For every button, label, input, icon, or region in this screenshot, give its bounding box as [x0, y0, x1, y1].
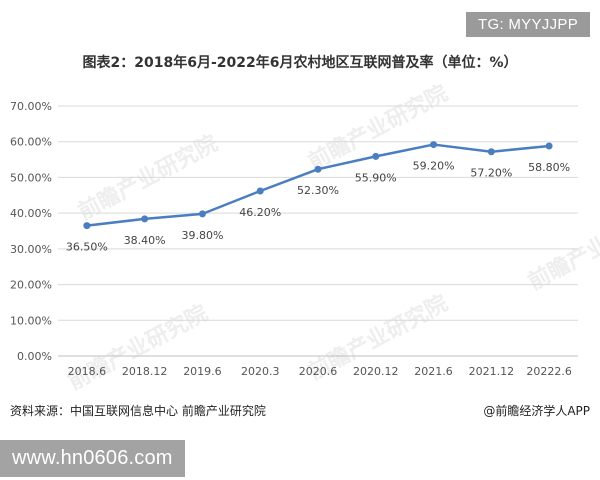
- data-point: [545, 142, 553, 150]
- data-point: [430, 141, 438, 149]
- data-label: 38.40%: [124, 234, 166, 247]
- data-point: [83, 222, 91, 230]
- x-tick-label: 2019.6: [183, 365, 222, 378]
- data-point: [256, 187, 264, 195]
- y-tick-label: 40.00%: [10, 207, 52, 220]
- data-point: [141, 215, 149, 223]
- data-label: 36.50%: [66, 241, 108, 254]
- x-tick-label: 20222.6: [526, 365, 572, 378]
- data-label: 59.20%: [413, 160, 455, 173]
- chart-title: 图表2：2018年6月-2022年6月农村地区互联网普及率（单位：%）: [82, 55, 518, 71]
- x-tick-label: 2018.6: [68, 365, 107, 378]
- y-tick-label: 10.00%: [10, 314, 52, 327]
- line-chart: 0.00% 10.00% 20.00% 30.00% 40.00% 50.00% 60.00…: [10, 100, 578, 378]
- source-note: 资料来源：中国互联网信息中心 前瞻产业研究院: [10, 404, 266, 418]
- data-label: 55.90%: [355, 171, 397, 184]
- y-tick-label: 30.00%: [10, 243, 52, 256]
- y-tick-label: 70.00%: [10, 100, 52, 113]
- data-point: [487, 148, 495, 156]
- x-tick-label: 2020.3: [241, 365, 280, 378]
- brand-credit: @前瞻经济学人APP: [483, 404, 590, 418]
- channel-tag: TG: MYYJJPP: [466, 12, 590, 37]
- website-banner: www.hn0606.com: [0, 440, 185, 477]
- y-tick-label: 50.00%: [10, 171, 52, 184]
- x-tick-label: 2020.6: [299, 365, 338, 378]
- x-tick-label: 2021.6: [414, 365, 453, 378]
- x-tick-label: 2018.12: [122, 365, 168, 378]
- data-point: [372, 152, 380, 160]
- data-point: [314, 165, 322, 173]
- y-tick-label: 60.00%: [10, 136, 52, 149]
- data-point: [198, 210, 206, 218]
- data-label: 52.30%: [297, 184, 339, 197]
- data-label: 39.80%: [181, 229, 223, 242]
- data-label: 57.20%: [470, 167, 512, 180]
- y-tick-label: 0.00%: [17, 350, 52, 363]
- data-label: 58.80%: [528, 161, 570, 174]
- data-label: 46.20%: [239, 206, 281, 219]
- x-tick-label: 2021.12: [469, 365, 515, 378]
- x-tick-label: 2020.12: [353, 365, 399, 378]
- y-tick-label: 20.00%: [10, 279, 52, 292]
